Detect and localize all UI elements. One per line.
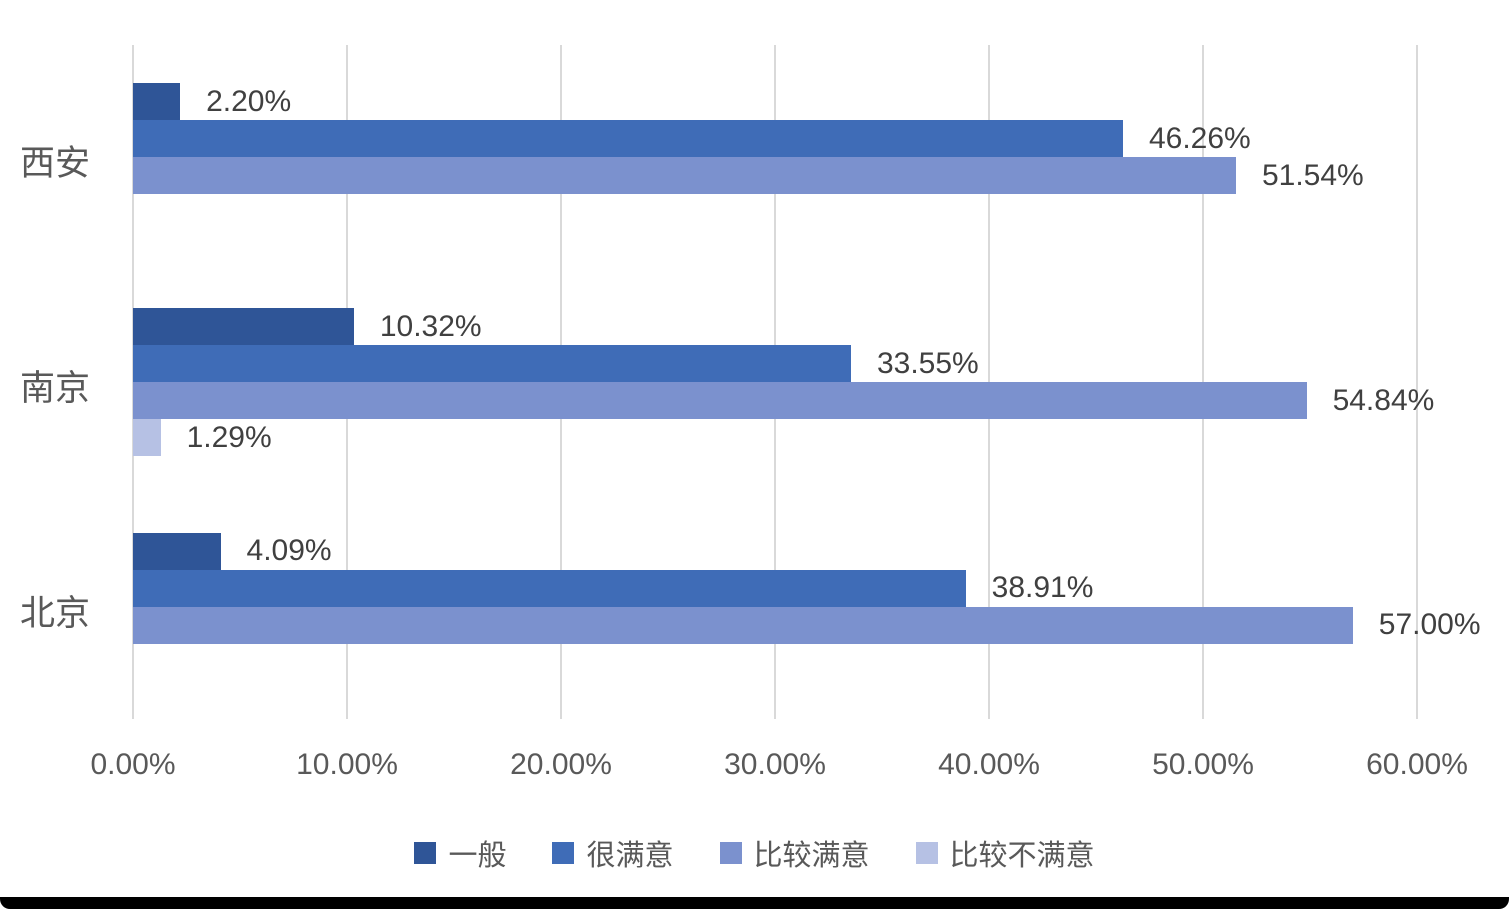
- bar-很满意-北京: [133, 569, 966, 607]
- data-label: 54.84%: [1332, 383, 1435, 417]
- plot-area: 2.20% 46.26% 51.54% 10.32% 33.55% 54.84% 1.29%…: [132, 45, 1481, 719]
- data-label: 33.55%: [876, 346, 979, 380]
- legend-item-很满意: 很满意: [552, 832, 674, 874]
- bar-一般-北京: [133, 532, 221, 570]
- x-tick-label: 20.00%: [510, 748, 612, 781]
- legend-swatch: [719, 842, 742, 864]
- data-label: 57.00%: [1378, 608, 1481, 642]
- bar-row: 38.91%: [133, 569, 1509, 607]
- gridline: [1416, 45, 1418, 719]
- legend-swatch: [915, 842, 938, 864]
- legend-label: 比较不满意: [949, 840, 1095, 872]
- legend-item-一般: 一般: [414, 832, 506, 874]
- bar-比较满意-西安: [133, 157, 1236, 195]
- bar-比较满意-北京: [133, 606, 1353, 644]
- bar-很满意-南京: [133, 345, 851, 382]
- legend-swatch: [414, 842, 437, 864]
- legend: 一般 很满意 比较满意 比较不满意: [0, 832, 1509, 874]
- legend-swatch: [552, 842, 575, 864]
- legend-label: 一般: [448, 840, 507, 872]
- window-bottom-edge: [0, 897, 1509, 909]
- bar-row: 2.20%: [133, 83, 1509, 121]
- x-tick-label: 10.00%: [296, 748, 398, 781]
- bar-一般-西安: [133, 83, 181, 121]
- legend-item-比较不满意: 比较不满意: [915, 832, 1095, 874]
- x-tick-label: 60.00%: [1366, 748, 1468, 781]
- bar-row: 1.29%: [133, 419, 1509, 456]
- bar-比较满意-南京: [133, 382, 1307, 419]
- bar-row: 51.54%: [133, 157, 1509, 195]
- category-label-西安: 西安: [19, 144, 90, 184]
- data-label: 51.54%: [1261, 158, 1364, 192]
- legend-item-比较满意: 比较满意: [719, 832, 870, 874]
- legend-label: 很满意: [586, 840, 674, 872]
- x-tick-label: 40.00%: [938, 748, 1040, 781]
- bar-row: 33.55%: [133, 345, 1509, 382]
- bar-row: 10.32%: [133, 308, 1509, 345]
- bar-row: 46.26%: [133, 120, 1509, 158]
- legend-label: 比较满意: [753, 840, 870, 872]
- bar-row: 4.09%: [133, 532, 1509, 570]
- bar-row: 54.84%: [133, 382, 1509, 419]
- data-label: 4.09%: [246, 534, 332, 568]
- x-axis: 0.00% 10.00% 20.00% 30.00% 40.00% 50.00% 60.00…: [90, 748, 1467, 798]
- data-label: 10.32%: [379, 309, 482, 343]
- category-label-北京: 北京: [19, 593, 90, 633]
- category-axis: 西安 南京 北京: [0, 45, 123, 719]
- data-label: 38.91%: [991, 571, 1094, 605]
- x-tick-label: 30.00%: [724, 748, 826, 781]
- data-label: 2.20%: [206, 84, 292, 118]
- data-label: 1.29%: [186, 420, 272, 454]
- bar-很满意-西安: [133, 120, 1123, 158]
- x-tick-label: 0.00%: [90, 748, 176, 781]
- category-label-南京: 南京: [19, 369, 90, 408]
- data-label: 46.26%: [1148, 121, 1251, 155]
- x-tick-label: 50.00%: [1152, 748, 1254, 781]
- bar-比较不满意-南京: [133, 419, 161, 456]
- bar-一般-南京: [133, 308, 354, 345]
- bar-row: 57.00%: [133, 606, 1509, 644]
